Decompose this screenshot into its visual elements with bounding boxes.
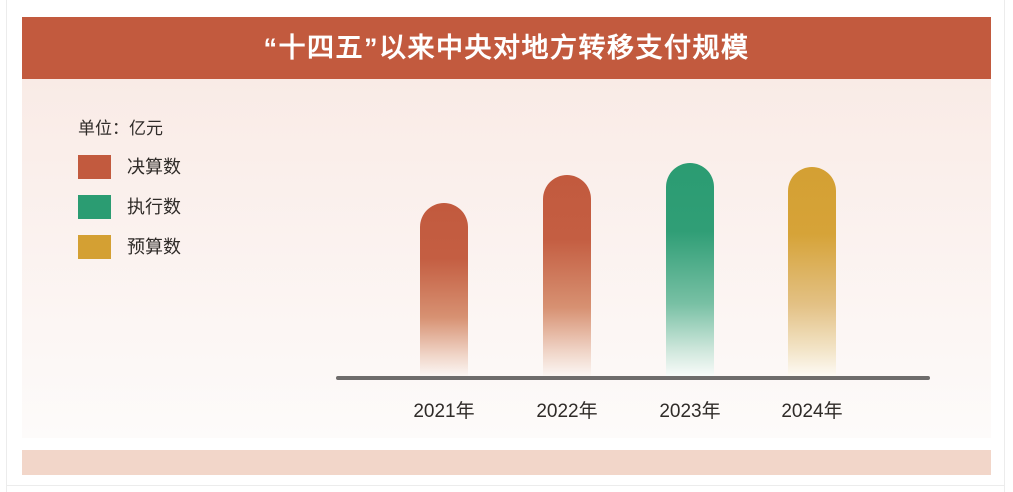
chart-legend: 单位：亿元 决算数 执行数 预算数 bbox=[78, 120, 268, 275]
frame-edge-bottom bbox=[6, 485, 1004, 486]
legend-item-juesuanshu: 决算数 bbox=[78, 155, 268, 179]
legend-swatch-icon-yusuanshu bbox=[78, 235, 111, 259]
x-tick-label-2021: 2021年 bbox=[413, 401, 475, 422]
plot-area: 82152 2021年 96942 2022年 102945 2023年 102… bbox=[22, 79, 991, 438]
bar-2023 bbox=[666, 163, 714, 376]
legend-item-zhixingshu: 执行数 bbox=[78, 195, 268, 219]
legend-label-juesuanshu: 决算数 bbox=[127, 157, 181, 177]
x-tick-label-2022: 2022年 bbox=[536, 401, 598, 422]
bar-2024 bbox=[788, 167, 836, 376]
legend-item-yusuanshu: 预算数 bbox=[78, 235, 268, 259]
page-title: “十四五”以来中央对地方转移支付规模 bbox=[263, 32, 750, 63]
legend-swatch-icon-zhixingshu bbox=[78, 195, 111, 219]
x-tick-label-2023: 2023年 bbox=[659, 401, 721, 422]
legend-swatch-icon-juesuanshu bbox=[78, 155, 111, 179]
bar-2022 bbox=[543, 175, 591, 376]
bar-2021 bbox=[420, 203, 468, 376]
footer-accent-bar bbox=[22, 450, 991, 475]
title-banner: “十四五”以来中央对地方转移支付规模 bbox=[22, 17, 991, 79]
legend-label-yusuanshu: 预算数 bbox=[127, 237, 181, 257]
x-axis-line bbox=[336, 376, 930, 380]
legend-label-zhixingshu: 执行数 bbox=[127, 197, 181, 217]
x-tick-label-2024: 2024年 bbox=[781, 401, 843, 422]
frame-edge-right bbox=[1004, 0, 1005, 492]
frame-edge-left bbox=[6, 0, 7, 492]
legend-unit-label: 单位：亿元 bbox=[78, 119, 163, 138]
chart-panel: 单位：亿元 决算数 执行数 预算数 82152 2021年 bbox=[22, 79, 991, 438]
